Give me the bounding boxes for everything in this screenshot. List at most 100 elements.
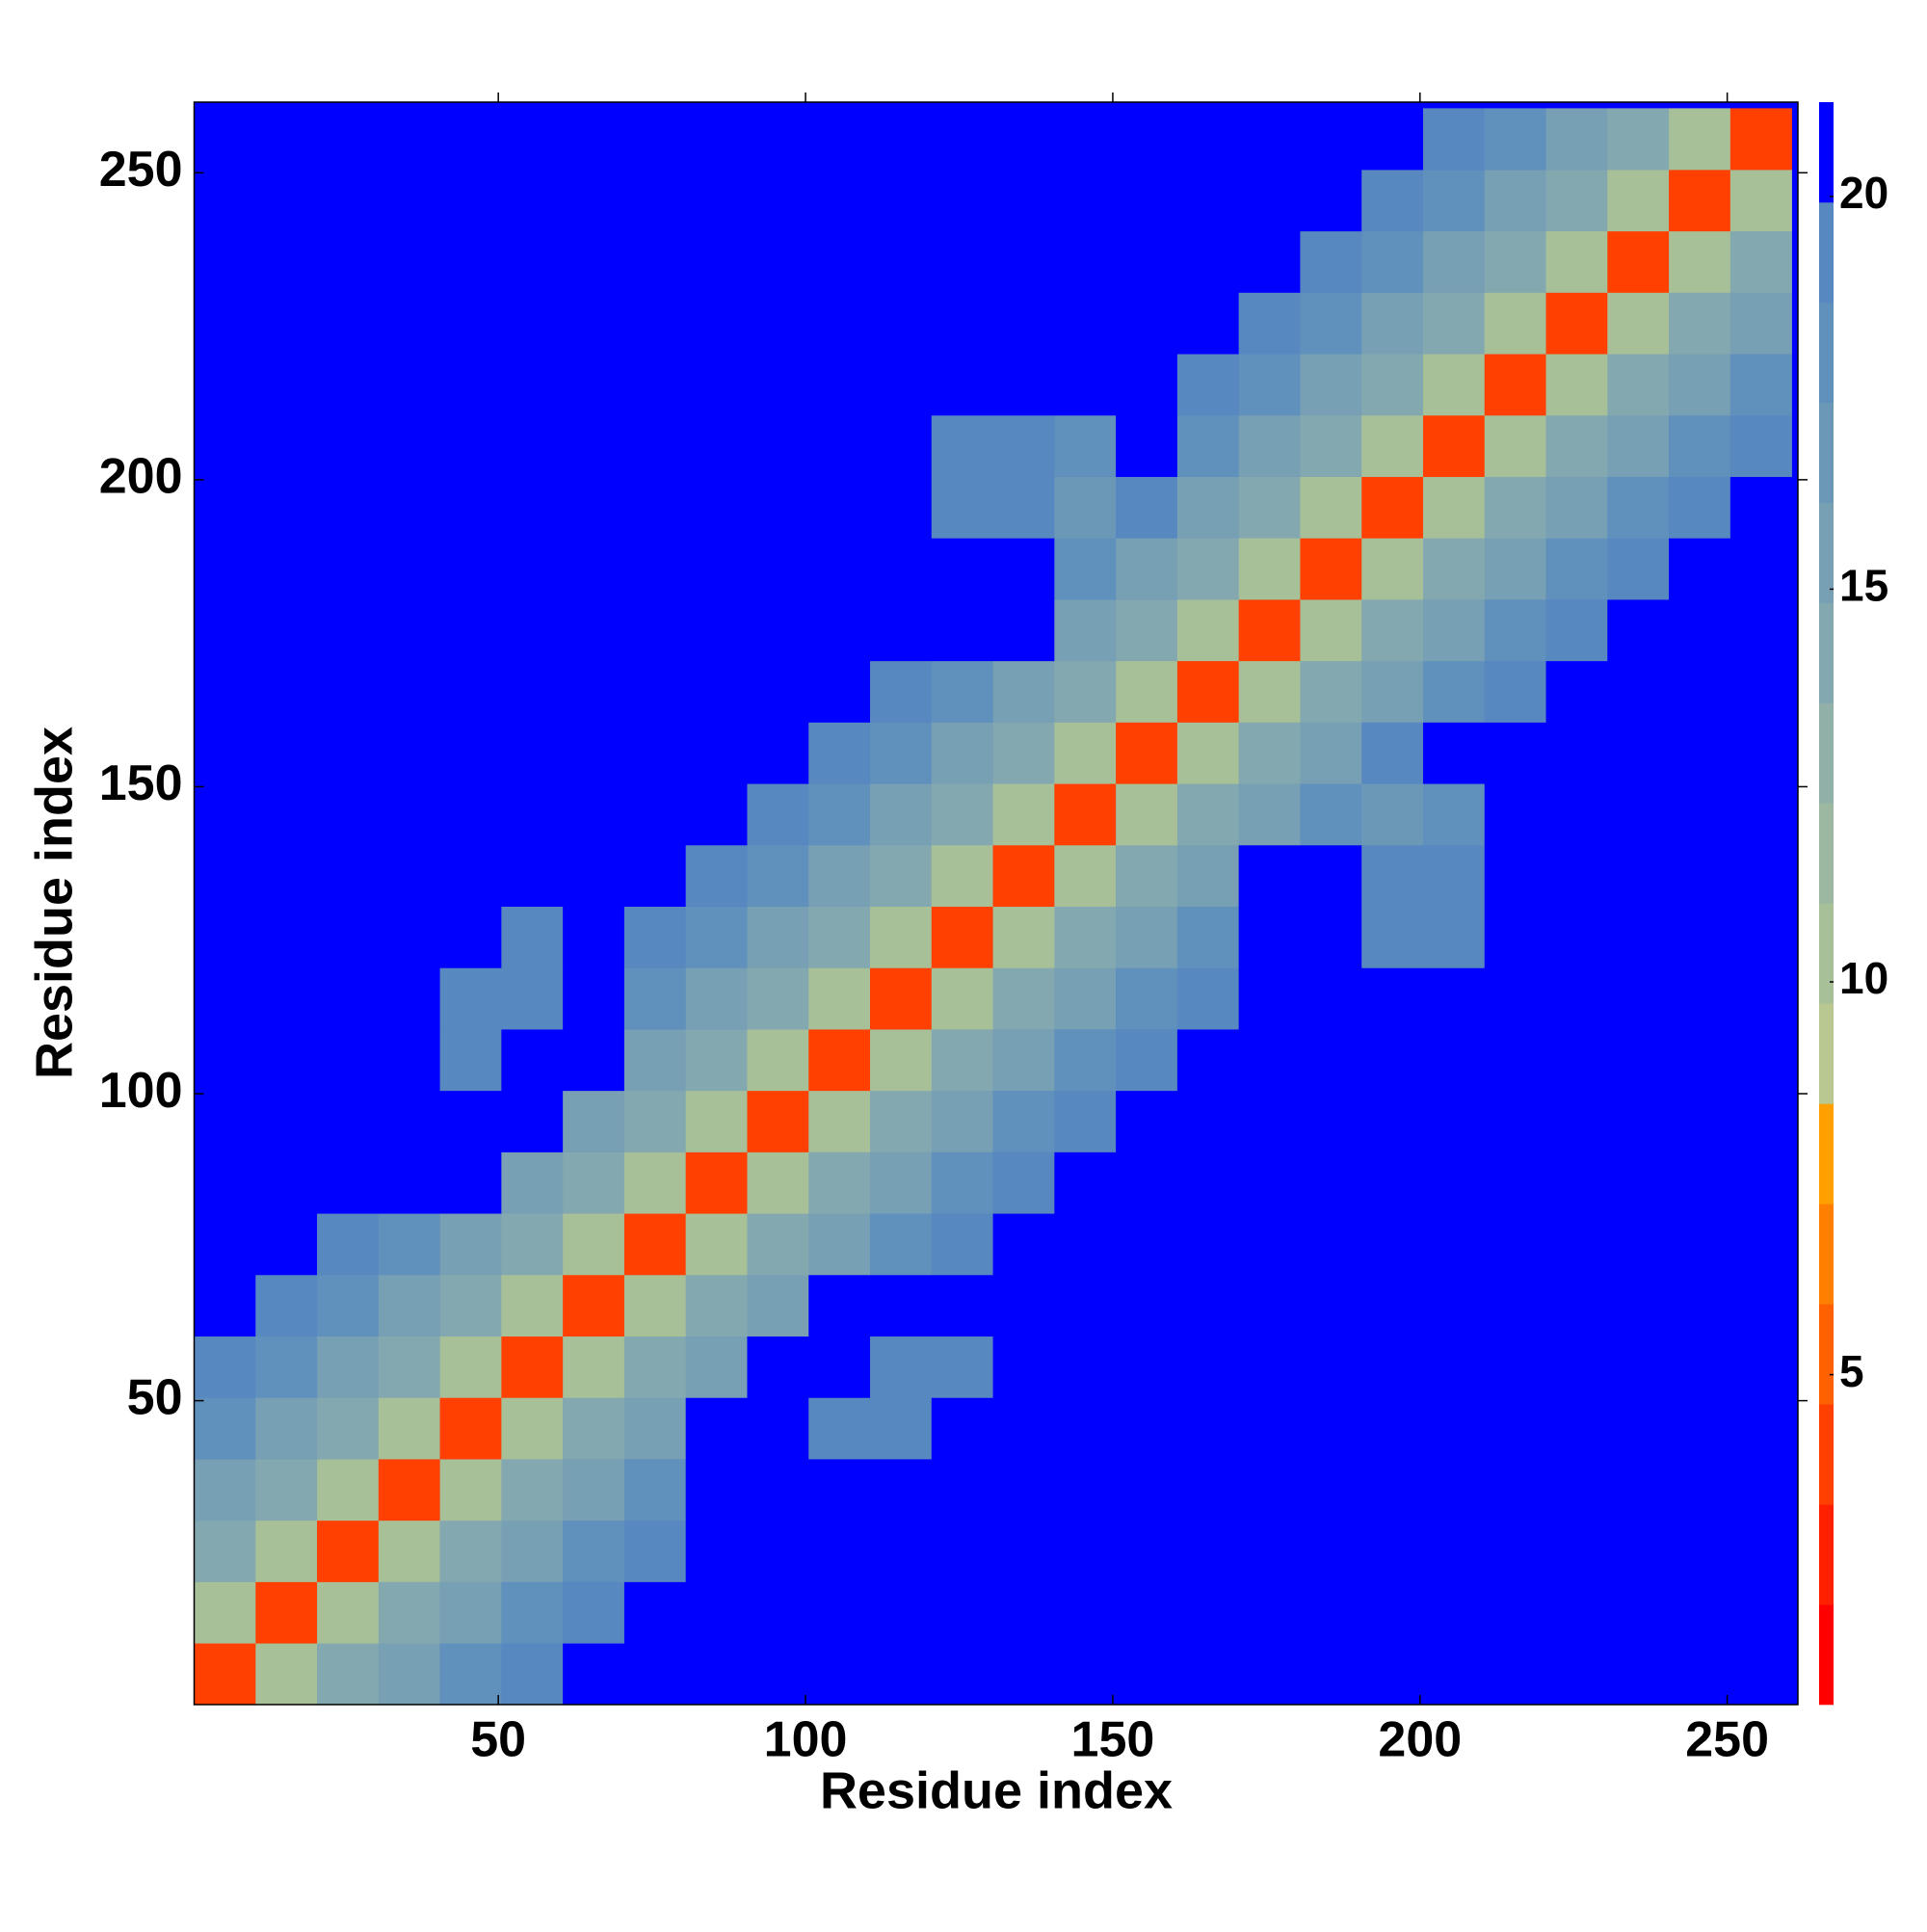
heatmap-cell <box>623 967 686 1030</box>
heatmap-cell <box>1054 538 1117 600</box>
heatmap-cell <box>1300 1336 1362 1398</box>
heatmap-cell <box>317 538 380 600</box>
heatmap-cell <box>747 538 809 600</box>
heatmap-cell <box>501 538 564 600</box>
heatmap-cell <box>563 1029 625 1092</box>
heatmap-cell <box>1729 967 1792 1030</box>
colorbar-band <box>1819 1504 1834 1605</box>
heatmap-cell <box>623 1090 686 1152</box>
heatmap-cell <box>1238 1029 1301 1092</box>
heatmap-cell <box>870 906 933 968</box>
heatmap-cell <box>1729 599 1792 662</box>
heatmap-cell <box>1361 599 1424 662</box>
heatmap-cell <box>1300 1581 1362 1644</box>
heatmap-cell <box>1729 1336 1792 1398</box>
heatmap-cell <box>685 967 748 1030</box>
heatmap-cell <box>747 783 809 846</box>
heatmap-cell <box>317 967 380 1030</box>
heatmap-cell <box>563 1274 625 1337</box>
heatmap-cell <box>992 108 1055 171</box>
heatmap-cell <box>931 414 993 477</box>
heatmap-cell <box>1116 1090 1178 1152</box>
heatmap-cell <box>747 844 809 907</box>
heatmap-cell <box>378 844 440 907</box>
heatmap-cell <box>747 722 809 784</box>
heatmap-cell <box>1238 660 1301 723</box>
heatmap-cell <box>439 1151 502 1214</box>
heatmap-cell <box>194 354 256 416</box>
heatmap-cell <box>808 1397 871 1460</box>
heatmap-cell <box>1607 660 1670 723</box>
heatmap-cell <box>992 906 1055 968</box>
heatmap-cell <box>1607 1213 1670 1276</box>
heatmap-cell <box>1484 476 1546 539</box>
heatmap-cell <box>563 1520 625 1582</box>
heatmap-cell <box>255 476 318 539</box>
heatmap-cell <box>255 660 318 723</box>
heatmap-cell <box>992 722 1055 784</box>
heatmap-cell <box>931 1274 993 1337</box>
heatmap-cell <box>623 1336 686 1398</box>
heatmap-cell <box>1054 1213 1117 1276</box>
heatmap-cell <box>1422 599 1486 662</box>
heatmap-cell <box>501 722 564 784</box>
heatmap-cell <box>194 1336 256 1398</box>
heatmap-cell <box>1669 906 1731 968</box>
heatmap-cell <box>1300 230 1362 293</box>
heatmap-cell <box>623 722 686 784</box>
heatmap-cell <box>378 476 440 539</box>
heatmap-cell <box>1116 722 1178 784</box>
heatmap-cell <box>931 783 993 846</box>
heatmap-cell <box>1176 599 1239 662</box>
heatmap-cell <box>1238 1397 1301 1460</box>
heatmap-cell <box>501 967 564 1030</box>
heatmap-cell <box>378 722 440 784</box>
heatmap-cell <box>1300 1459 1362 1522</box>
heatmap-cell <box>1361 1520 1424 1582</box>
heatmap-cell <box>931 476 993 539</box>
heatmap-cell <box>317 1581 380 1644</box>
heatmap-cell <box>1669 1029 1731 1092</box>
heatmap-cell <box>1176 170 1239 232</box>
heatmap-cell <box>1054 1336 1117 1398</box>
heatmap-cell <box>194 1213 256 1276</box>
heatmap-cell <box>563 722 625 784</box>
heatmap-cell <box>1607 783 1670 846</box>
heatmap-cell <box>1422 783 1486 846</box>
heatmap-cell <box>1054 722 1117 784</box>
heatmap-cell <box>1238 1151 1301 1214</box>
heatmap-cell <box>623 844 686 907</box>
heatmap-cell <box>992 354 1055 416</box>
heatmap-cell <box>439 1581 502 1644</box>
heatmap-cell <box>1669 1090 1731 1152</box>
heatmap-cell <box>317 170 380 232</box>
heatmap-cell <box>194 230 256 293</box>
heatmap-cell <box>1729 1643 1792 1706</box>
heatmap-cell <box>808 967 871 1030</box>
heatmap-cell <box>808 170 871 232</box>
heatmap-cell <box>439 660 502 723</box>
heatmap-cell <box>1054 967 1117 1030</box>
heatmap-cell <box>1176 967 1239 1030</box>
heatmap-cell <box>685 660 748 723</box>
heatmap-cell <box>1729 1459 1792 1522</box>
heatmap-cell <box>1669 783 1731 846</box>
heatmap-cell <box>1300 660 1362 723</box>
heatmap-cell <box>317 1643 380 1706</box>
heatmap-cell <box>194 170 256 232</box>
heatmap-cell <box>1545 660 1608 723</box>
heatmap-cell <box>1238 354 1301 416</box>
heatmap-cell <box>623 906 686 968</box>
heatmap-cell <box>931 1029 993 1092</box>
heatmap-cell <box>317 1029 380 1092</box>
heatmap-cell <box>1300 722 1362 784</box>
heatmap-cell <box>1729 1090 1792 1152</box>
heatmap-cell <box>439 1029 502 1092</box>
heatmap-cell <box>1238 1336 1301 1398</box>
heatmap-cell <box>870 783 933 846</box>
heatmap-cell <box>1484 1213 1546 1276</box>
colorbar-band <box>1819 803 1834 904</box>
heatmap-cell <box>1669 170 1731 232</box>
heatmap-cell <box>1607 1336 1670 1398</box>
heatmap-cell <box>870 1643 933 1706</box>
